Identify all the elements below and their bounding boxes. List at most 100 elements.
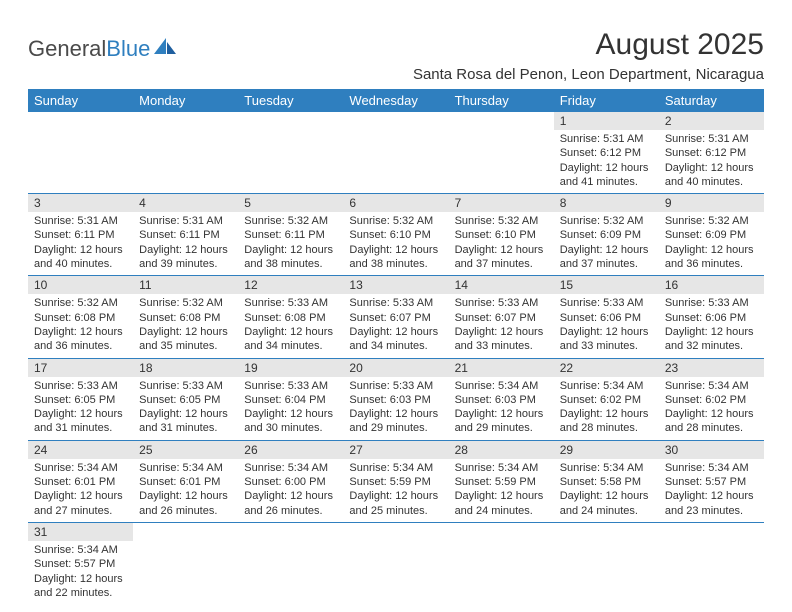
sunset-text: Sunset: 5:59 PM <box>455 475 548 489</box>
calendar-cell: 14Sunrise: 5:33 AMSunset: 6:07 PMDayligh… <box>449 276 554 358</box>
logo-text-general: General <box>28 36 106 62</box>
calendar-cell: 8Sunrise: 5:32 AMSunset: 6:09 PMDaylight… <box>554 194 659 276</box>
sunset-text: Sunset: 6:10 PM <box>455 228 548 242</box>
calendar-cell <box>133 522 238 604</box>
daylight-text: and 38 minutes. <box>244 257 337 271</box>
daylight-text: Daylight: 12 hours <box>349 489 442 503</box>
day-number: 7 <box>449 194 554 212</box>
title-block: August 2025 Santa Rosa del Penon, Leon D… <box>413 28 764 83</box>
daylight-text: Daylight: 12 hours <box>560 489 653 503</box>
daylight-text: Daylight: 12 hours <box>560 161 653 175</box>
day-info: Sunrise: 5:32 AMSunset: 6:09 PMDaylight:… <box>554 212 659 275</box>
day-number: 15 <box>554 276 659 294</box>
sunset-text: Sunset: 6:01 PM <box>139 475 232 489</box>
day-number: 29 <box>554 441 659 459</box>
day-header: Friday <box>554 89 659 112</box>
calendar-cell: 1Sunrise: 5:31 AMSunset: 6:12 PMDaylight… <box>554 112 659 194</box>
day-number: 20 <box>343 359 448 377</box>
day-info: Sunrise: 5:31 AMSunset: 6:12 PMDaylight:… <box>554 130 659 193</box>
calendar-cell: 20Sunrise: 5:33 AMSunset: 6:03 PMDayligh… <box>343 358 448 440</box>
daylight-text: Daylight: 12 hours <box>139 243 232 257</box>
day-number: 6 <box>343 194 448 212</box>
day-number: 17 <box>28 359 133 377</box>
day-header: Saturday <box>659 89 764 112</box>
daylight-text: and 26 minutes. <box>244 504 337 518</box>
daylight-text: and 24 minutes. <box>560 504 653 518</box>
day-number: 11 <box>133 276 238 294</box>
calendar-cell: 15Sunrise: 5:33 AMSunset: 6:06 PMDayligh… <box>554 276 659 358</box>
calendar-cell <box>28 112 133 194</box>
sunset-text: Sunset: 6:10 PM <box>349 228 442 242</box>
calendar-cell <box>449 522 554 604</box>
day-info: Sunrise: 5:33 AMSunset: 6:06 PMDaylight:… <box>554 294 659 357</box>
calendar-cell: 3Sunrise: 5:31 AMSunset: 6:11 PMDaylight… <box>28 194 133 276</box>
daylight-text: Daylight: 12 hours <box>455 325 548 339</box>
calendar-cell: 31Sunrise: 5:34 AMSunset: 5:57 PMDayligh… <box>28 522 133 604</box>
sunset-text: Sunset: 6:08 PM <box>34 311 127 325</box>
calendar-cell <box>659 522 764 604</box>
calendar-row: 31Sunrise: 5:34 AMSunset: 5:57 PMDayligh… <box>28 522 764 604</box>
calendar-cell <box>343 112 448 194</box>
day-info: Sunrise: 5:32 AMSunset: 6:11 PMDaylight:… <box>238 212 343 275</box>
daylight-text: Daylight: 12 hours <box>349 243 442 257</box>
calendar-cell: 19Sunrise: 5:33 AMSunset: 6:04 PMDayligh… <box>238 358 343 440</box>
daylight-text: and 28 minutes. <box>560 421 653 435</box>
sunset-text: Sunset: 6:04 PM <box>244 393 337 407</box>
daylight-text: and 22 minutes. <box>34 586 127 600</box>
calendar-row: 24Sunrise: 5:34 AMSunset: 6:01 PMDayligh… <box>28 440 764 522</box>
daylight-text: Daylight: 12 hours <box>244 407 337 421</box>
calendar-cell: 25Sunrise: 5:34 AMSunset: 6:01 PMDayligh… <box>133 440 238 522</box>
sunrise-text: Sunrise: 5:34 AM <box>349 461 442 475</box>
daylight-text: Daylight: 12 hours <box>455 489 548 503</box>
day-info: Sunrise: 5:32 AMSunset: 6:08 PMDaylight:… <box>133 294 238 357</box>
sunrise-text: Sunrise: 5:33 AM <box>665 296 758 310</box>
day-info: Sunrise: 5:34 AMSunset: 5:57 PMDaylight:… <box>659 459 764 522</box>
day-number: 10 <box>28 276 133 294</box>
sunset-text: Sunset: 6:07 PM <box>455 311 548 325</box>
sunset-text: Sunset: 6:08 PM <box>139 311 232 325</box>
sunset-text: Sunset: 6:03 PM <box>349 393 442 407</box>
calendar-cell: 5Sunrise: 5:32 AMSunset: 6:11 PMDaylight… <box>238 194 343 276</box>
daylight-text: and 33 minutes. <box>455 339 548 353</box>
calendar-cell: 12Sunrise: 5:33 AMSunset: 6:08 PMDayligh… <box>238 276 343 358</box>
calendar-cell: 22Sunrise: 5:34 AMSunset: 6:02 PMDayligh… <box>554 358 659 440</box>
daylight-text: and 27 minutes. <box>34 504 127 518</box>
sail-icon <box>152 36 178 62</box>
day-info: Sunrise: 5:33 AMSunset: 6:06 PMDaylight:… <box>659 294 764 357</box>
daylight-text: Daylight: 12 hours <box>665 325 758 339</box>
sunrise-text: Sunrise: 5:32 AM <box>139 296 232 310</box>
daylight-text: and 34 minutes. <box>244 339 337 353</box>
sunrise-text: Sunrise: 5:33 AM <box>34 379 127 393</box>
day-info: Sunrise: 5:33 AMSunset: 6:05 PMDaylight:… <box>28 377 133 440</box>
sunrise-text: Sunrise: 5:34 AM <box>244 461 337 475</box>
sunset-text: Sunset: 6:11 PM <box>244 228 337 242</box>
daylight-text: Daylight: 12 hours <box>139 407 232 421</box>
day-info: Sunrise: 5:33 AMSunset: 6:05 PMDaylight:… <box>133 377 238 440</box>
calendar-cell: 21Sunrise: 5:34 AMSunset: 6:03 PMDayligh… <box>449 358 554 440</box>
sunset-text: Sunset: 6:05 PM <box>34 393 127 407</box>
day-number: 27 <box>343 441 448 459</box>
sunset-text: Sunset: 5:58 PM <box>560 475 653 489</box>
day-info: Sunrise: 5:34 AMSunset: 6:01 PMDaylight:… <box>133 459 238 522</box>
daylight-text: Daylight: 12 hours <box>34 325 127 339</box>
daylight-text: and 38 minutes. <box>349 257 442 271</box>
calendar-cell: 6Sunrise: 5:32 AMSunset: 6:10 PMDaylight… <box>343 194 448 276</box>
daylight-text: and 31 minutes. <box>34 421 127 435</box>
day-header: Tuesday <box>238 89 343 112</box>
sunrise-text: Sunrise: 5:31 AM <box>34 214 127 228</box>
sunset-text: Sunset: 5:57 PM <box>665 475 758 489</box>
day-number: 3 <box>28 194 133 212</box>
day-header: Monday <box>133 89 238 112</box>
sunset-text: Sunset: 6:06 PM <box>665 311 758 325</box>
day-number: 30 <box>659 441 764 459</box>
day-info: Sunrise: 5:31 AMSunset: 6:11 PMDaylight:… <box>28 212 133 275</box>
sunrise-text: Sunrise: 5:33 AM <box>349 296 442 310</box>
sunrise-text: Sunrise: 5:34 AM <box>560 461 653 475</box>
daylight-text: and 37 minutes. <box>455 257 548 271</box>
sunset-text: Sunset: 6:02 PM <box>665 393 758 407</box>
day-number: 21 <box>449 359 554 377</box>
daylight-text: and 23 minutes. <box>665 504 758 518</box>
day-info: Sunrise: 5:34 AMSunset: 6:02 PMDaylight:… <box>659 377 764 440</box>
sunset-text: Sunset: 6:02 PM <box>560 393 653 407</box>
calendar-cell <box>554 522 659 604</box>
